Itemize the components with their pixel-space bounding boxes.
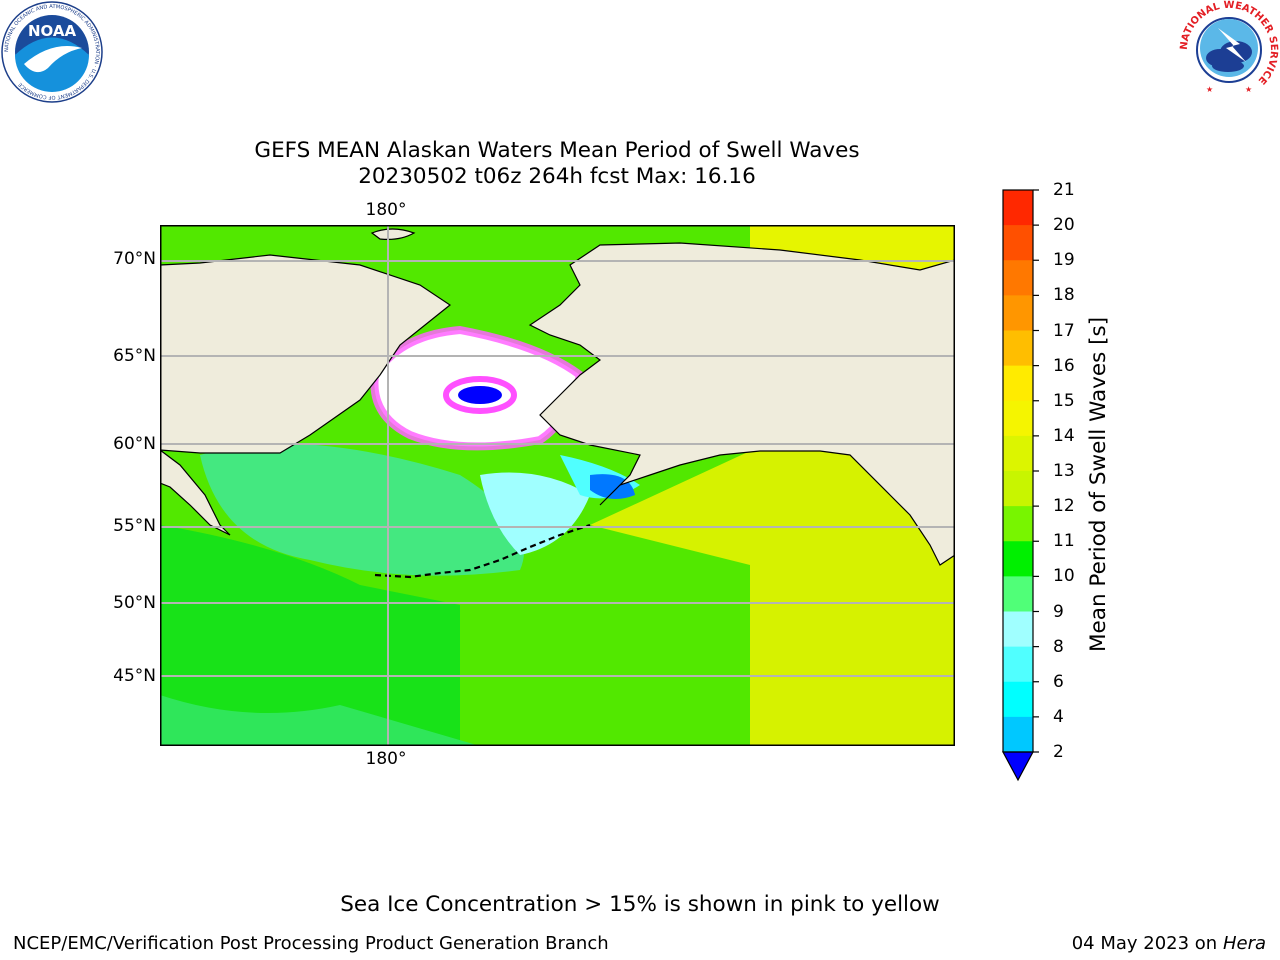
colorbar xyxy=(1001,189,1039,782)
colorbar-band xyxy=(1003,435,1033,472)
colorbar-band xyxy=(1003,611,1033,648)
noaa-logo: NATIONAL OCEANIC AND ATMOSPHERIC ADMINIS… xyxy=(1,1,103,103)
colorbar-tick-label: 14 xyxy=(1053,425,1075,446)
noaa-logo-text: NOAA xyxy=(28,22,77,40)
graticule xyxy=(160,225,955,746)
land-alaska xyxy=(528,225,955,566)
lat-label-55n: 55°N xyxy=(113,516,156,536)
chart-title-line-2: 20230502 t06z 264h fcst Max: 16.16 xyxy=(358,164,756,189)
footer-branch: NCEP/EMC/Verification Post Processing Pr… xyxy=(13,933,609,954)
colorbar-tick-label: 17 xyxy=(1053,320,1075,341)
colorbar-tick-label: 12 xyxy=(1053,496,1075,517)
colorbar-tick-label: 15 xyxy=(1053,390,1075,411)
colorbar-band xyxy=(1003,471,1033,507)
svg-text:★: ★ xyxy=(1245,85,1252,94)
colorbar-tick-label: 2 xyxy=(1053,742,1064,762)
swell-field-south xyxy=(160,695,480,746)
colorbar-tick-label: 19 xyxy=(1053,250,1075,271)
swell-field-bristol-blue xyxy=(590,474,635,499)
swell-field-lower xyxy=(160,525,460,746)
colorbar-tick-label: 21 xyxy=(1053,180,1075,200)
map-frame xyxy=(160,225,955,746)
chart-title-line-1: GEFS MEAN Alaskan Waters Mean Period of … xyxy=(254,138,860,163)
footer-date: 04 May 2023 on Hera xyxy=(1072,933,1266,954)
lat-label-60n: 60°N xyxy=(113,434,156,454)
colorbar-tick-label: 4 xyxy=(1053,706,1064,727)
footer-date-text: 04 May 2023 on xyxy=(1071,933,1218,954)
colorbar-band xyxy=(1003,260,1033,296)
swell-field-gulf xyxy=(590,451,955,746)
colorbar-tick-label: 11 xyxy=(1053,531,1075,552)
footer-host: Hera xyxy=(1222,933,1266,954)
colorbar-label: Mean Period of Swell Waves [s] xyxy=(1086,316,1111,652)
aleutian-islands xyxy=(374,523,591,579)
colorbar-band xyxy=(1003,190,1033,226)
colorbar-band xyxy=(1003,365,1033,402)
land-kamchatka xyxy=(160,449,231,536)
colorbar-band xyxy=(1003,576,1033,612)
sea-ice-core-pink xyxy=(443,376,517,414)
map-panel xyxy=(160,225,955,746)
lon-label-bottom-180: 180° xyxy=(365,749,407,769)
lat-label-65n: 65°N xyxy=(113,346,156,366)
colorbar-extend-arrow xyxy=(1001,751,1035,782)
colorbar-band xyxy=(1003,225,1033,261)
sea-ice-note: Sea Ice Concentration > 15% is shown in … xyxy=(340,892,940,917)
colorbar-tick-label: 6 xyxy=(1053,671,1064,692)
svg-text:★: ★ xyxy=(1206,85,1213,94)
colorbar-band xyxy=(1003,541,1033,577)
colorbar-tick-label: 13 xyxy=(1053,461,1075,481)
swell-field-bering xyxy=(200,443,524,576)
colorbar-band xyxy=(1003,716,1033,753)
colorbar-band xyxy=(1003,646,1033,683)
colorbar-tick-label: 9 xyxy=(1053,601,1064,622)
lat-label-70n: 70°N xyxy=(113,249,156,269)
colorbar-band xyxy=(1003,400,1033,437)
colorbar-tick-label: 18 xyxy=(1053,285,1075,306)
lon-label-top-180: 180° xyxy=(365,200,407,220)
lat-label-45n: 45°N xyxy=(113,666,156,686)
colorbar-tick-label: 8 xyxy=(1053,636,1064,657)
colorbar-band xyxy=(1003,681,1033,718)
colorbar-band xyxy=(1003,330,1033,367)
sea-ice-core xyxy=(458,386,502,404)
colorbar-band xyxy=(1003,506,1033,542)
nws-logo: NATIONAL WEATHER SERVICE ★ ★ xyxy=(1179,0,1279,98)
colorbar-band xyxy=(1003,295,1033,331)
colorbar-tick-label: 10 xyxy=(1053,566,1075,587)
colorbar-tick-label: 20 xyxy=(1053,215,1075,236)
colorbar-tick-label: 16 xyxy=(1053,355,1075,376)
lat-label-50n: 50°N xyxy=(113,593,156,613)
